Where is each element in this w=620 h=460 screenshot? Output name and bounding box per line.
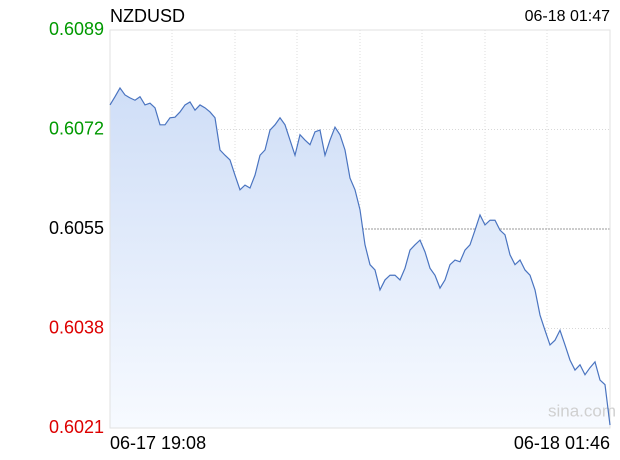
price-line xyxy=(109,86,611,426)
plot-frame xyxy=(109,29,611,429)
watermark: sina.com xyxy=(548,401,616,420)
y-tick-label: 0.6089 xyxy=(49,19,104,39)
timestamp: 06-18 01:47 xyxy=(525,8,611,25)
y-tick-label: 0.6038 xyxy=(49,317,104,337)
x-tick-label: 06-17 19:08 xyxy=(110,433,206,453)
chart-title: NZDUSD xyxy=(110,6,185,26)
y-tick-label: 0.6072 xyxy=(49,118,104,138)
y-tick-label: 0.6055 xyxy=(49,218,104,238)
x-tick-label: 06-18 01:46 xyxy=(514,433,610,453)
y-tick-label: 0.6021 xyxy=(49,417,104,437)
area xyxy=(110,87,610,428)
